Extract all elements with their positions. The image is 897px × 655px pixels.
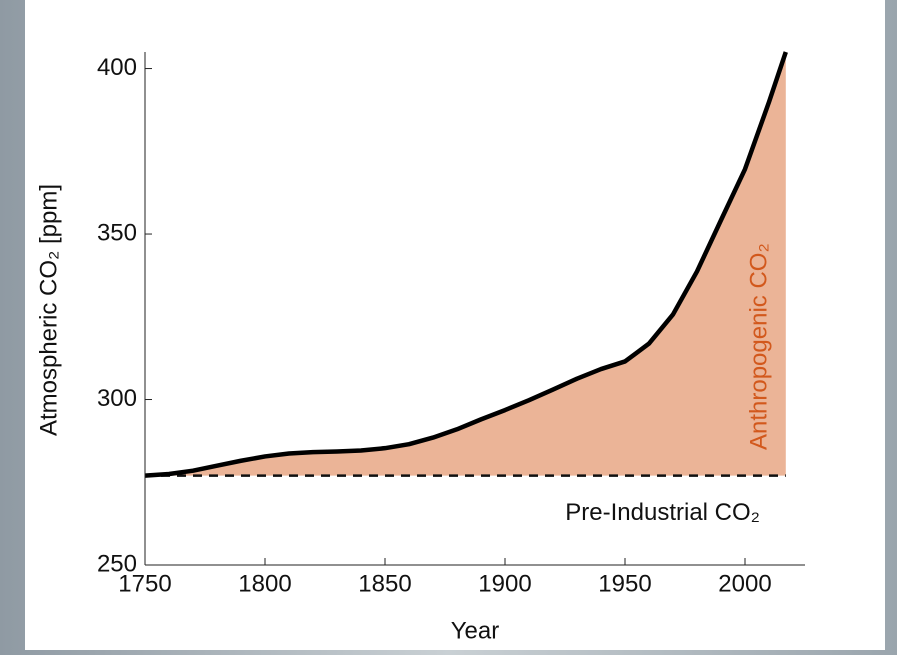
x-tick-label: 1900 bbox=[478, 570, 531, 597]
x-axis-title: Year bbox=[451, 617, 500, 644]
x-tick-label: 2000 bbox=[718, 570, 771, 597]
y-tick-label: 300 bbox=[97, 385, 137, 412]
y-tick-label: 400 bbox=[97, 54, 137, 81]
y-tick-label: 350 bbox=[97, 219, 137, 246]
line bbox=[144, 51, 788, 478]
y-tick-label: 250 bbox=[97, 550, 137, 577]
baseline-label: Pre-Industrial CO₂ bbox=[565, 499, 760, 526]
area bbox=[145, 52, 786, 476]
x-tick-label: 1750 bbox=[118, 570, 171, 597]
x-tick-label: 1950 bbox=[598, 570, 651, 597]
area-label: Anthropogenic CO₂ bbox=[745, 243, 772, 450]
x-tick-label: 1800 bbox=[238, 570, 291, 597]
x-tick-label: 1850 bbox=[358, 570, 411, 597]
y-axis-title: Atmospheric CO₂ [ppm] bbox=[35, 184, 62, 436]
